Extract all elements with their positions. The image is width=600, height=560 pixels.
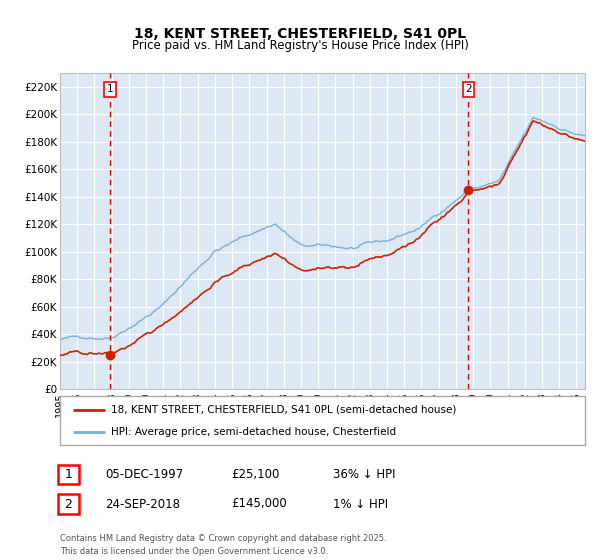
Text: HPI: Average price, semi-detached house, Chesterfield: HPI: Average price, semi-detached house,… (112, 427, 397, 437)
Text: 2: 2 (465, 85, 472, 94)
Text: 1% ↓ HPI: 1% ↓ HPI (333, 497, 388, 511)
Text: Price paid vs. HM Land Registry's House Price Index (HPI): Price paid vs. HM Land Registry's House … (131, 39, 469, 53)
Text: 05-DEC-1997: 05-DEC-1997 (105, 468, 183, 481)
Text: 18, KENT STREET, CHESTERFIELD, S41 0PL (semi-detached house): 18, KENT STREET, CHESTERFIELD, S41 0PL (… (112, 405, 457, 415)
Text: 24-SEP-2018: 24-SEP-2018 (105, 497, 180, 511)
Text: 36% ↓ HPI: 36% ↓ HPI (333, 468, 395, 481)
Text: 18, KENT STREET, CHESTERFIELD, S41 0PL: 18, KENT STREET, CHESTERFIELD, S41 0PL (134, 27, 466, 41)
Text: 1: 1 (107, 85, 113, 94)
Text: £25,100: £25,100 (231, 468, 280, 481)
Text: 2: 2 (64, 497, 73, 511)
Text: Contains HM Land Registry data © Crown copyright and database right 2025.
This d: Contains HM Land Registry data © Crown c… (60, 534, 386, 556)
FancyBboxPatch shape (58, 465, 79, 484)
Text: 1: 1 (64, 468, 73, 481)
FancyBboxPatch shape (58, 494, 79, 514)
FancyBboxPatch shape (60, 396, 585, 445)
Text: £145,000: £145,000 (231, 497, 287, 511)
